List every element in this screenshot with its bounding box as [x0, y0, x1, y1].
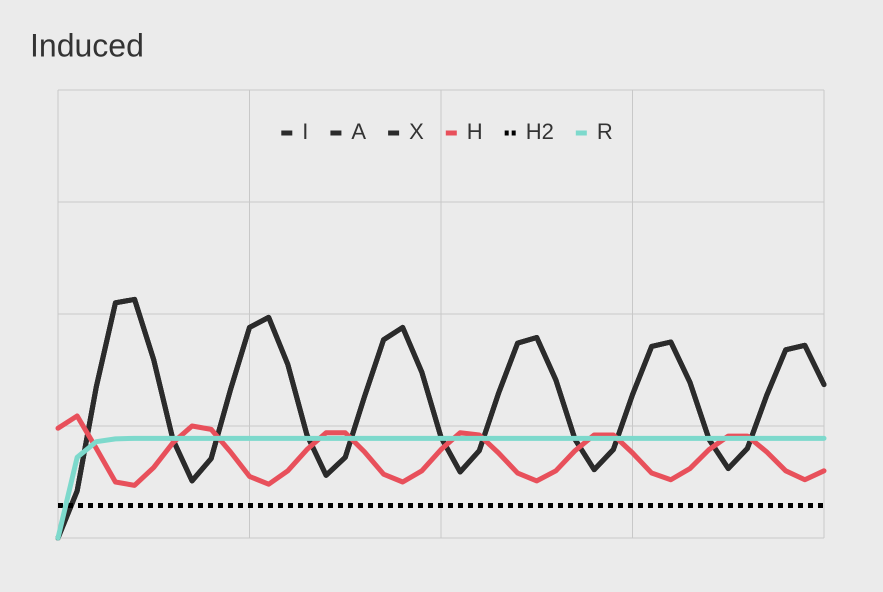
legend-label: X [409, 119, 424, 144]
legend-item: H [445, 119, 483, 144]
legend-label: H [467, 119, 483, 144]
legend-item: I [281, 119, 308, 144]
chart-title: Induced [30, 27, 144, 63]
legend-item: X [388, 119, 424, 144]
legend-item: R [575, 119, 613, 144]
legend-label: H2 [526, 119, 554, 144]
series-line [55, 435, 827, 541]
legend-label: A [351, 119, 366, 144]
legend-label: R [597, 119, 613, 144]
legend-label: I [302, 119, 308, 144]
legend-item: H2 [504, 119, 554, 144]
series-line [55, 413, 827, 488]
legend-item: A [330, 119, 366, 144]
